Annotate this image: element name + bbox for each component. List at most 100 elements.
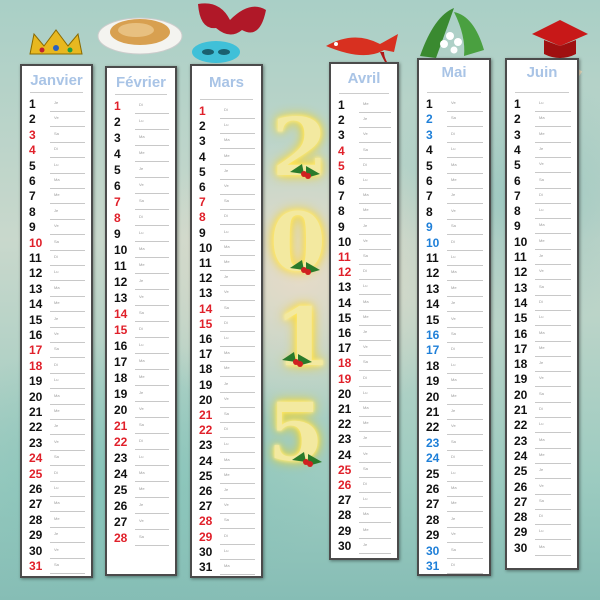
- day-number: 18: [29, 358, 43, 373]
- day-number: 14: [338, 295, 352, 310]
- day-number: 2: [199, 119, 206, 134]
- month-name: Mars: [208, 74, 245, 91]
- day-number: 26: [114, 499, 128, 513]
- day-row: 28 Sa: [107, 531, 175, 546]
- weekday-abbr: Me: [363, 420, 369, 426]
- day-row: 14 Sa: [107, 307, 175, 322]
- day-number: 12: [114, 275, 128, 289]
- weekday-abbr: Di: [139, 214, 143, 219]
- weekday-abbr: Ve: [363, 450, 368, 456]
- day-row: 29 Je: [22, 528, 91, 544]
- day-number: 24: [29, 451, 43, 466]
- writing-line: [220, 391, 255, 393]
- weekday-abbr: Me: [224, 471, 230, 477]
- weekday-abbr: Je: [139, 390, 144, 395]
- day-row: 1 Me: [331, 98, 397, 113]
- day-row: 4 Sa: [331, 144, 397, 159]
- writing-line: [135, 545, 169, 546]
- day-row: 5 Ve: [507, 158, 577, 174]
- day-number: 9: [514, 219, 521, 234]
- weekday-abbr: Ma: [224, 456, 230, 462]
- weekday-abbr: Sa: [451, 115, 456, 121]
- day-row: 3 Ma: [192, 134, 261, 150]
- weekday-abbr: Lu: [539, 528, 544, 534]
- month-column-5: Juin 1 Lu 2 Ma 3 Me 4 Je 5 Ve 6 Sa 7 Di 8 Lu 9 Ma 10 Me 11 Je 1…: [505, 58, 579, 570]
- weekday-abbr: Lu: [363, 283, 368, 289]
- day-number: 23: [29, 435, 43, 450]
- day-number: 18: [514, 357, 528, 372]
- writing-line: [447, 249, 483, 251]
- weekday-abbr: Di: [363, 374, 367, 380]
- weekday-abbr: Me: [539, 344, 545, 350]
- weekday-abbr: Di: [451, 346, 455, 352]
- writing-line: [50, 126, 85, 128]
- day-number: 25: [514, 464, 528, 479]
- day-row: 15 Di: [192, 317, 261, 332]
- day-number: 21: [29, 405, 43, 419]
- day-row: 30 Je: [331, 539, 397, 554]
- day-row: 7 Sa: [107, 195, 175, 210]
- writing-line: [220, 163, 255, 165]
- writing-line: [535, 386, 571, 388]
- writing-line: [535, 264, 571, 265]
- day-number: 12: [29, 266, 43, 281]
- weekday-abbr: Ve: [451, 100, 456, 105]
- day-number: 16: [338, 326, 352, 340]
- weekday-abbr: Di: [224, 107, 228, 112]
- writing-line: [535, 202, 571, 204]
- writing-line: [50, 434, 85, 436]
- writing-line: [447, 403, 483, 405]
- day-row: 3 Sa: [22, 128, 91, 143]
- day-number: 28: [426, 512, 440, 527]
- day-number: 24: [114, 467, 128, 481]
- weekday-abbr: Sa: [451, 546, 456, 552]
- weekday-abbr: Me: [539, 237, 545, 243]
- writing-line: [359, 522, 391, 524]
- day-row: 3 Ve: [331, 128, 397, 144]
- weekday-abbr: Lu: [54, 269, 59, 275]
- day-number: 28: [29, 512, 43, 527]
- weekday-abbr: Ve: [54, 546, 59, 552]
- day-number: 6: [114, 179, 121, 193]
- day-number: 23: [199, 438, 213, 453]
- month-column-4: Mai 1 Ve 2 Sa 3 Di 4 Lu 5 Ma 6 Me 7 Je 8 Ve 9 Sa 10 Di 11 Lu 12…: [417, 58, 491, 576]
- day-number: 9: [426, 220, 433, 235]
- day-row: 19 Di: [331, 372, 397, 387]
- writing-line: [50, 388, 85, 390]
- writing-line: [135, 417, 169, 418]
- writing-line: [447, 172, 483, 174]
- day-number: 19: [426, 374, 440, 389]
- day-number: 8: [338, 204, 345, 219]
- writing-line: [535, 187, 571, 189]
- holly-icon: [282, 352, 312, 367]
- day-number: 24: [514, 448, 528, 463]
- day-number: 21: [199, 408, 213, 422]
- day-number: 19: [199, 377, 213, 392]
- day-row: 5 Lu: [22, 159, 91, 174]
- day-row: 26 Je: [107, 499, 175, 514]
- day-row: 16 Je: [331, 326, 397, 341]
- weekday-abbr: Ma: [363, 405, 369, 410]
- day-number: 13: [426, 281, 440, 296]
- writing-line: [447, 511, 483, 513]
- weekday-abbr: Lu: [224, 335, 229, 340]
- year-digit: 2: [272, 100, 328, 194]
- writing-line: [220, 148, 255, 150]
- month-name: Mai: [441, 64, 467, 81]
- writing-line: [535, 478, 571, 480]
- day-number: 22: [514, 418, 528, 433]
- day-row: 23 Ve: [22, 436, 91, 451]
- day-row: 20 Ve: [192, 393, 261, 408]
- day-number: 12: [338, 265, 352, 280]
- writing-line: [50, 511, 85, 513]
- day-number: 22: [426, 420, 440, 435]
- weekday-abbr: Lu: [224, 547, 229, 553]
- day-number: 25: [199, 468, 213, 483]
- writing-line: [535, 218, 571, 220]
- writing-line: [135, 113, 169, 114]
- writing-line: [447, 526, 483, 528]
- day-row: 21 Je: [419, 405, 489, 420]
- weekday-abbr: Ve: [451, 207, 456, 213]
- day-row: 19 Ve: [507, 372, 577, 388]
- writing-line: [50, 357, 85, 359]
